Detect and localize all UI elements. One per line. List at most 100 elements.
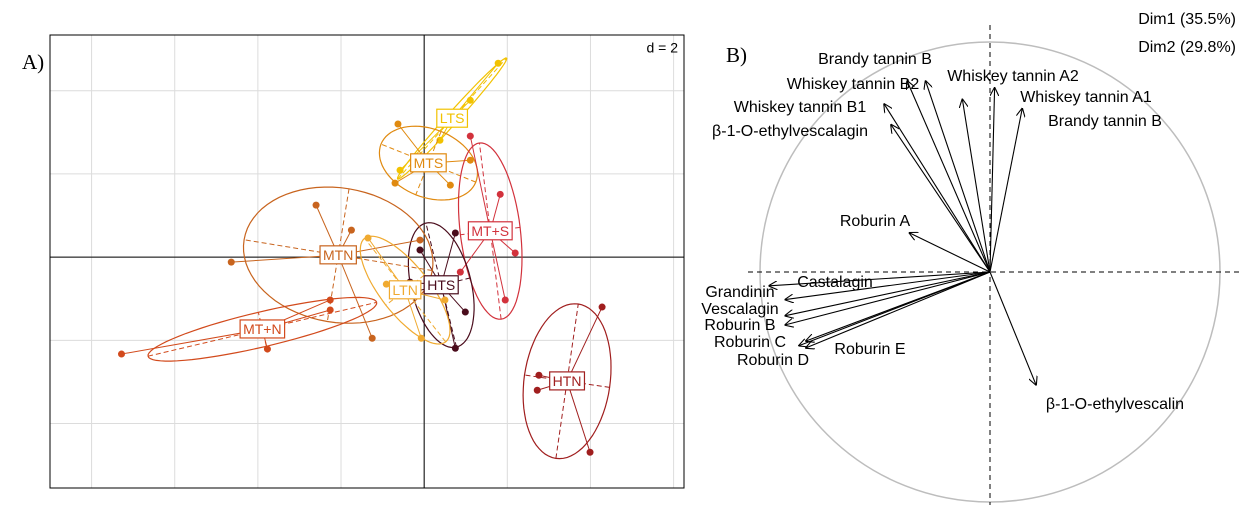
dim1-label: Dim1 (35.5%) (1138, 11, 1236, 28)
scale-label: d = 2 (646, 40, 678, 56)
star-line (489, 230, 506, 301)
arrow (910, 233, 991, 273)
arrow-label: Whiskey tannin A2 (947, 68, 1079, 85)
group-label: HTS (427, 277, 455, 293)
point (533, 386, 541, 394)
group-label-box (467, 221, 513, 241)
group-label-box (436, 108, 469, 128)
point (466, 132, 474, 140)
arrow-label: Grandinin (705, 284, 774, 301)
arrow-label: Roburin E (834, 341, 905, 358)
point (368, 334, 376, 342)
arrow (785, 271, 991, 316)
ellipse-axis (411, 277, 471, 293)
point (118, 350, 126, 358)
arrow (884, 104, 991, 273)
ellipse (396, 57, 508, 180)
arrow-label: Castalagin (797, 274, 873, 291)
point (446, 181, 454, 189)
arrow-label: Roburin D (737, 352, 809, 369)
arrow (891, 125, 991, 273)
point (382, 280, 390, 288)
point (586, 448, 594, 456)
group-label: MT+S (471, 223, 509, 239)
ellipse-axis (425, 222, 457, 348)
point (441, 296, 449, 304)
arrow-label: Brandy tannin B (1048, 113, 1162, 130)
point (494, 59, 502, 67)
ellipse (359, 235, 451, 345)
group-label-box (423, 275, 459, 295)
ellipse-axis (555, 303, 579, 459)
group-label: LTN (392, 282, 417, 298)
group-label-box (239, 319, 286, 339)
point (312, 201, 320, 209)
star-line (440, 284, 456, 349)
group-label-box (549, 371, 586, 391)
point (451, 229, 459, 237)
arrow-label: Whiskey tannin B1 (734, 99, 867, 116)
arrow-label: Roburin B (704, 317, 775, 334)
arrow (806, 271, 991, 341)
point (391, 179, 399, 187)
point (436, 136, 444, 144)
group-label: HTN (553, 373, 582, 389)
arrow (785, 271, 991, 300)
group-label: MTN (323, 247, 353, 263)
arrow-label: Vescalagin (701, 301, 778, 318)
arrow (989, 271, 1036, 385)
point (496, 190, 504, 198)
group-label: LTS (440, 110, 465, 126)
point (417, 334, 425, 342)
ellipse-axis (147, 301, 377, 357)
arrow-label: Brandy tannin B (818, 51, 932, 68)
point (416, 236, 424, 244)
star-line (469, 135, 491, 232)
arrow (785, 271, 991, 325)
dim2-label: Dim2 (29.8%) (1138, 39, 1236, 56)
star-line (121, 328, 263, 355)
arrow (806, 271, 991, 348)
point (466, 156, 474, 164)
group-label-box (410, 153, 447, 173)
group-label-box (319, 245, 357, 265)
arrow-label: β-1-O-ethylvescalin (1046, 396, 1184, 413)
point (364, 234, 372, 242)
point (347, 226, 355, 234)
group-label-box (388, 280, 422, 300)
ellipse (522, 303, 612, 460)
arrow (989, 109, 1022, 273)
point (451, 344, 459, 352)
arrow-label: Roburin A (840, 213, 911, 230)
point (461, 308, 469, 316)
arrow (907, 81, 991, 273)
arrow-label: Whiskey tannin A1 (1020, 89, 1152, 106)
point (326, 296, 334, 304)
arrow (769, 271, 991, 286)
plot-frame (49, 34, 685, 489)
group-label: MTS (414, 155, 444, 171)
point (326, 306, 334, 314)
point (263, 345, 271, 353)
arrow (989, 88, 995, 273)
arrow-label: Whiskey tannin B2 (787, 76, 920, 93)
point (511, 249, 519, 257)
star-line (337, 254, 373, 339)
point (456, 268, 464, 276)
point (416, 246, 424, 254)
arrow (926, 81, 991, 273)
group-label: MT+N (243, 321, 282, 337)
arrow (962, 100, 991, 273)
arrow-label: β-1-O-ethylvescalagin (712, 123, 868, 140)
point (535, 371, 543, 379)
star-line (566, 381, 591, 453)
point (227, 258, 235, 266)
point (396, 166, 404, 174)
star-line (566, 306, 603, 382)
point (394, 120, 402, 128)
point (501, 296, 509, 304)
panel-label: A) (22, 50, 44, 74)
arrow-label: Roburin C (714, 334, 786, 351)
point (466, 96, 474, 104)
